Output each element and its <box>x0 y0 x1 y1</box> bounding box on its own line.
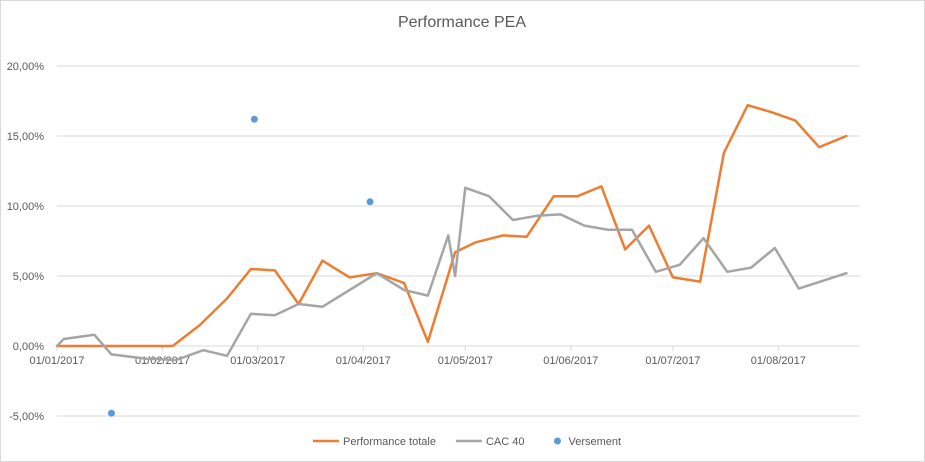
y-tick-label: 15,00% <box>7 131 45 143</box>
y-tick-label: 20,00% <box>7 61 45 73</box>
series-line-performance-totale <box>55 103 848 348</box>
series-line-cac-40 <box>55 186 848 362</box>
axes: -5,00% 0,00% 5,00% 10,00% 15,00% 20,00% 01/01/… <box>7 61 860 423</box>
data-point-versement <box>366 198 374 206</box>
x-tick-label: 01/01/2017 <box>29 355 84 367</box>
legend-label-cac-40: CAC 40 <box>486 436 525 448</box>
y-tick-label: 0,00% <box>13 341 44 353</box>
x-tick-label: 01/08/2017 <box>751 355 806 367</box>
x-tick-label: 01/07/2017 <box>645 355 700 367</box>
legend-label-versement: Versement <box>568 436 621 448</box>
data-point-versement <box>250 115 258 123</box>
y-tick-label: 10,00% <box>7 201 45 213</box>
x-tick-label: 01/05/2017 <box>438 355 493 367</box>
legend: Performance totale CAC 40 Versement <box>313 436 621 448</box>
gridlines <box>57 65 860 417</box>
legend-label-performance-totale: Performance totale <box>343 436 436 448</box>
x-tick-label: 01/04/2017 <box>336 355 391 367</box>
x-tick-label: 01/06/2017 <box>543 355 598 367</box>
data-point-versement <box>107 409 115 417</box>
x-tick-label: 01/03/2017 <box>230 355 285 367</box>
series-layer <box>55 103 848 417</box>
y-tick-label: 5,00% <box>13 271 44 283</box>
legend-swatch-versement <box>553 437 561 445</box>
chart-title: Performance PEA <box>398 14 526 31</box>
y-tick-label: -5,00% <box>9 411 44 423</box>
